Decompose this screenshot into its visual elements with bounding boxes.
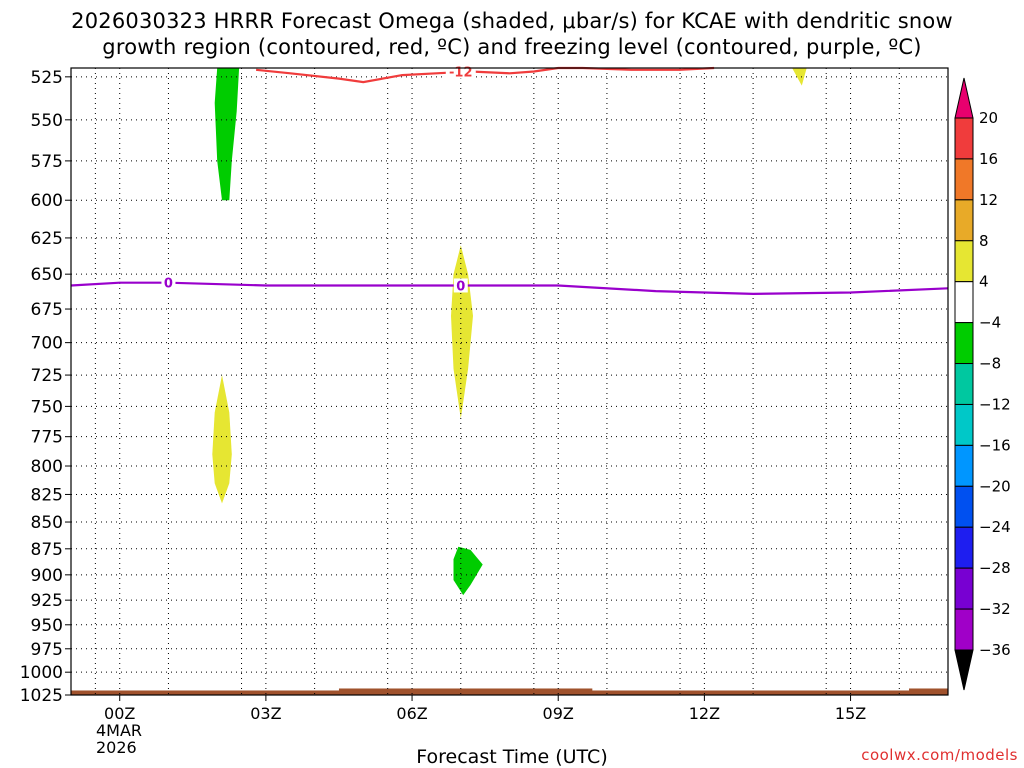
- x-tick-label: 09Z: [543, 704, 574, 723]
- y-tick-label: 525: [31, 68, 63, 88]
- date-label: 4MAR 2026: [96, 722, 142, 756]
- colorbar-segment: [954, 281, 974, 324]
- y-tick-label: 825: [31, 485, 63, 505]
- title-line-1: 2026030323 HRRR Forecast Omega (shaded, …: [71, 9, 953, 33]
- y-tick-label: 925: [31, 591, 63, 611]
- plot-frame: [70, 67, 949, 696]
- colorbar-label: −24: [979, 518, 1011, 536]
- omega-region-0: [214, 68, 240, 201]
- grid-layer: [71, 68, 948, 696]
- contour-label-bg-1: [161, 275, 176, 290]
- contour-line-m12: [255, 66, 715, 84]
- colorbar-segment: [954, 363, 974, 405]
- colorbar-segment: [954, 485, 974, 528]
- colorbar-label: −16: [979, 436, 1011, 454]
- colorbar-label: 8: [979, 232, 989, 250]
- colorbar-label: −8: [979, 355, 1001, 373]
- date-label-year: 2026: [96, 738, 137, 757]
- y-tick-label: 850: [31, 513, 63, 533]
- colorbar-segment: [954, 117, 974, 160]
- plot-fill-layer: [71, 68, 948, 695]
- credit-text: coolwx.com/models: [861, 746, 1018, 764]
- y-tick-label: 625: [31, 229, 63, 249]
- x-tick-label: 03Z: [250, 704, 281, 723]
- y-tick-label: 1000: [20, 663, 63, 683]
- colorbar-label: −32: [979, 600, 1011, 618]
- axes-layer: 525 550 575 600 625 650 675 700 725 750 775 800 825 8…: [20, 67, 949, 723]
- x-tick-label: 06Z: [396, 704, 427, 723]
- y-tick-label: 800: [31, 457, 63, 477]
- x-tick-label: 15Z: [835, 704, 866, 723]
- colorbar-segment: [954, 322, 974, 365]
- colorbar-label: −28: [979, 559, 1011, 577]
- date-label-day: 4MAR: [96, 721, 143, 740]
- colorbar-label: 4: [979, 273, 989, 291]
- colorbar-segment: [954, 608, 974, 651]
- y-tick-label: 1025: [20, 686, 63, 706]
- contour-label-0: -12: [449, 66, 473, 81]
- y-tick-label: 675: [31, 300, 63, 320]
- colorbar-segment: [954, 199, 974, 242]
- colorbar-extend-bottom: [954, 649, 974, 691]
- colorbar-label: 20: [979, 109, 998, 127]
- terrain-bump: [338, 688, 593, 691]
- contour-label-1: 0: [164, 277, 173, 292]
- y-tick-label: 975: [31, 640, 63, 660]
- plot-background: [71, 68, 948, 695]
- x-tick-label: 00Z: [104, 704, 135, 723]
- colorbar-label: −12: [979, 395, 1011, 413]
- colorbar-label: −36: [979, 641, 1011, 659]
- colorbar-label: −4: [979, 314, 1001, 332]
- colorbar-segment: [954, 444, 974, 487]
- y-tick-label: 900: [31, 566, 63, 586]
- y-tick-label: 550: [31, 111, 63, 131]
- y-tick-label: 600: [31, 191, 63, 211]
- omega-region-1: [212, 375, 232, 504]
- y-tick-label: 650: [31, 265, 63, 285]
- y-tick-label: 725: [31, 366, 63, 386]
- colorbar-segment: [954, 567, 974, 610]
- colorbar-segment: [954, 526, 974, 569]
- y-tick-label: 700: [31, 334, 63, 354]
- colorbar-segment: [954, 158, 974, 201]
- y-tick-label: 750: [31, 397, 63, 417]
- colorbar-segment: [954, 403, 974, 446]
- omega-region-4: [792, 68, 807, 86]
- contour-layer: -12 0 0: [70, 64, 949, 296]
- contour-label-bg-2: [453, 278, 468, 293]
- colorbar: 20 16 12 8 4 −4 −8 −12 −16 −20 −24 −28 −32 −36: [954, 77, 1011, 691]
- x-axis-label: Forecast Time (UTC): [416, 746, 608, 768]
- y-tick-label: 950: [31, 616, 63, 636]
- colorbar-label: 16: [979, 150, 998, 168]
- x-tick-label: 12Z: [689, 704, 720, 723]
- contour-label-2: 0: [456, 279, 465, 294]
- colorbar-label: 12: [979, 191, 998, 209]
- chart-title: 2026030323 HRRR Forecast Omega (shaded, …: [0, 8, 1024, 60]
- title-line-2: growth region (contoured, red, ºC) and f…: [102, 35, 922, 59]
- y-tick-label: 575: [31, 152, 63, 172]
- y-tick-label: 775: [31, 428, 63, 448]
- terrain-bump-right: [909, 688, 948, 691]
- y-tick-label: 875: [31, 540, 63, 560]
- colorbar-label: −20: [979, 477, 1011, 495]
- colorbar-segment: [954, 240, 974, 283]
- colorbar-extend-top: [954, 77, 974, 119]
- terrain-fill: [71, 690, 948, 695]
